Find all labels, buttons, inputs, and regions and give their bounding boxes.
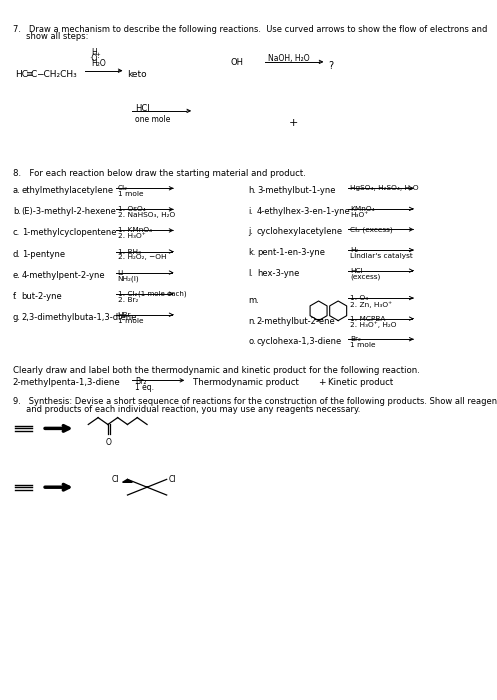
Text: 8.   For each reaction below draw the starting material and product.: 8. For each reaction below draw the star…: [13, 169, 306, 178]
Text: 1. Cl₂: 1. Cl₂: [118, 290, 137, 297]
Text: Kinetic product: Kinetic product: [329, 379, 394, 387]
Text: +: +: [95, 52, 100, 57]
Text: Clearly draw and label both the thermodynamic and kinetic product for the follow: Clearly draw and label both the thermody…: [13, 365, 419, 375]
Text: Cl: Cl: [168, 475, 176, 484]
Text: Li: Li: [118, 270, 124, 276]
Text: Cl: Cl: [112, 475, 119, 484]
Text: e.: e.: [13, 271, 21, 279]
Text: Br₂: Br₂: [350, 336, 361, 342]
Text: (excess): (excess): [350, 274, 380, 280]
Text: (1 mole each): (1 mole each): [138, 290, 187, 298]
Text: 3-methylbut-1-yne: 3-methylbut-1-yne: [257, 186, 335, 195]
Text: 2-methylpenta-1,3-diene: 2-methylpenta-1,3-diene: [13, 379, 121, 387]
Text: cyclohexa-1,3-diene: cyclohexa-1,3-diene: [257, 337, 342, 346]
Text: l.: l.: [248, 269, 253, 278]
Text: 2. H₃O⁺, H₂O: 2. H₃O⁺, H₂O: [350, 321, 397, 328]
Text: 4-methylpent-2-yne: 4-methylpent-2-yne: [22, 271, 105, 279]
Text: i.: i.: [248, 207, 253, 216]
Text: KMnO₄: KMnO₄: [350, 206, 375, 212]
Text: 1 mole: 1 mole: [118, 318, 143, 323]
Text: h.: h.: [248, 186, 256, 195]
Text: n.: n.: [248, 316, 256, 326]
Text: OH: OH: [231, 58, 244, 67]
Text: 1. BH₃: 1. BH₃: [118, 248, 141, 255]
Text: 2. H₂O₂, −OH: 2. H₂O₂, −OH: [118, 254, 166, 260]
Text: and products of each individual reaction, you may use any reagents necessary.: and products of each individual reaction…: [13, 405, 360, 414]
Text: hex-3-yne: hex-3-yne: [257, 269, 299, 278]
Text: c.: c.: [13, 228, 20, 237]
Text: 1-methylcyclopentene: 1-methylcyclopentene: [22, 228, 116, 237]
Text: 1-pentyne: 1-pentyne: [22, 250, 65, 258]
Text: 2,3-dimethylbuta-1,3-diene: 2,3-dimethylbuta-1,3-diene: [22, 313, 137, 322]
Text: 9.   Synthesis: Devise a short sequence of reactions for the construction of the: 9. Synthesis: Devise a short sequence of…: [13, 397, 497, 406]
Text: HCl: HCl: [350, 267, 362, 274]
Text: ?: ?: [329, 61, 333, 71]
Text: HC: HC: [15, 70, 28, 78]
Text: f.: f.: [13, 292, 18, 301]
Text: +: +: [319, 379, 326, 387]
Text: b.: b.: [13, 207, 21, 216]
Text: 1 mole: 1 mole: [118, 191, 143, 197]
Text: ethylmethylacetylene: ethylmethylacetylene: [22, 186, 114, 195]
Text: one mole: one mole: [135, 115, 170, 124]
Text: H₃O⁺: H₃O⁺: [350, 212, 368, 218]
Text: 2. Zn, H₃O⁺: 2. Zn, H₃O⁺: [350, 301, 392, 308]
Text: O: O: [106, 438, 112, 447]
Text: show all steps:: show all steps:: [13, 32, 88, 41]
Text: cyclohexylacetylene: cyclohexylacetylene: [257, 228, 343, 237]
Text: g.: g.: [13, 313, 21, 322]
Text: Cl₂: Cl₂: [118, 186, 128, 191]
Text: 2-methylbut-2-ene: 2-methylbut-2-ene: [257, 316, 335, 326]
Text: 1. O₃: 1. O₃: [350, 295, 368, 301]
Text: Lindlar's catalyst: Lindlar's catalyst: [350, 253, 413, 259]
Text: 2. NaHSO₃, H₂O: 2. NaHSO₃, H₂O: [118, 212, 175, 218]
Text: NH₂(l): NH₂(l): [118, 276, 140, 282]
Text: HCl: HCl: [135, 104, 150, 113]
Text: keto: keto: [127, 70, 147, 78]
Text: 1 eq.: 1 eq.: [135, 384, 154, 392]
Text: k.: k.: [248, 248, 255, 257]
Text: a.: a.: [13, 186, 20, 195]
Text: 1. MCPBA: 1. MCPBA: [350, 316, 385, 322]
Text: 2. Br₂: 2. Br₂: [118, 297, 138, 302]
Text: HBr: HBr: [118, 312, 131, 318]
Text: 2. H₃O⁺: 2. H₃O⁺: [118, 233, 146, 239]
Text: ≡: ≡: [24, 70, 32, 78]
Text: NaOH, H₂O: NaOH, H₂O: [267, 54, 309, 63]
Text: C: C: [30, 70, 37, 78]
Text: d.: d.: [13, 250, 21, 258]
Text: ·Ö·: ·Ö·: [89, 54, 100, 63]
Text: 1. KMnO₄: 1. KMnO₄: [118, 228, 152, 234]
Text: j.: j.: [248, 228, 253, 237]
Text: 7.   Draw a mechanism to describe the following reactions.  Use curved arrows to: 7. Draw a mechanism to describe the foll…: [13, 25, 487, 34]
Text: Cl₂ (excess): Cl₂ (excess): [350, 227, 393, 233]
Text: but-2-yne: but-2-yne: [22, 292, 63, 301]
Text: −CH₂CH₃: −CH₂CH₃: [36, 70, 77, 78]
Text: H: H: [91, 48, 97, 57]
Text: H₂: H₂: [350, 247, 358, 253]
Text: (E)-3-methyl-2-hexene: (E)-3-methyl-2-hexene: [22, 207, 116, 216]
Text: 1. OsO₄: 1. OsO₄: [118, 206, 146, 212]
Text: pent-1-en-3-yne: pent-1-en-3-yne: [257, 248, 325, 257]
Text: +: +: [289, 118, 299, 127]
Text: 4-ethylhex-3-en-1-yne: 4-ethylhex-3-en-1-yne: [257, 207, 350, 216]
Text: HgSO₄, H₂SO₄, H₂O: HgSO₄, H₂SO₄, H₂O: [350, 186, 418, 191]
Text: H₂O: H₂O: [91, 59, 106, 68]
Polygon shape: [123, 480, 132, 482]
Text: Br₂: Br₂: [135, 377, 147, 386]
Text: o.: o.: [248, 337, 255, 346]
Text: m.: m.: [248, 296, 259, 305]
Text: Thermodynamic product: Thermodynamic product: [193, 379, 299, 387]
Text: 1 mole: 1 mole: [350, 342, 375, 348]
